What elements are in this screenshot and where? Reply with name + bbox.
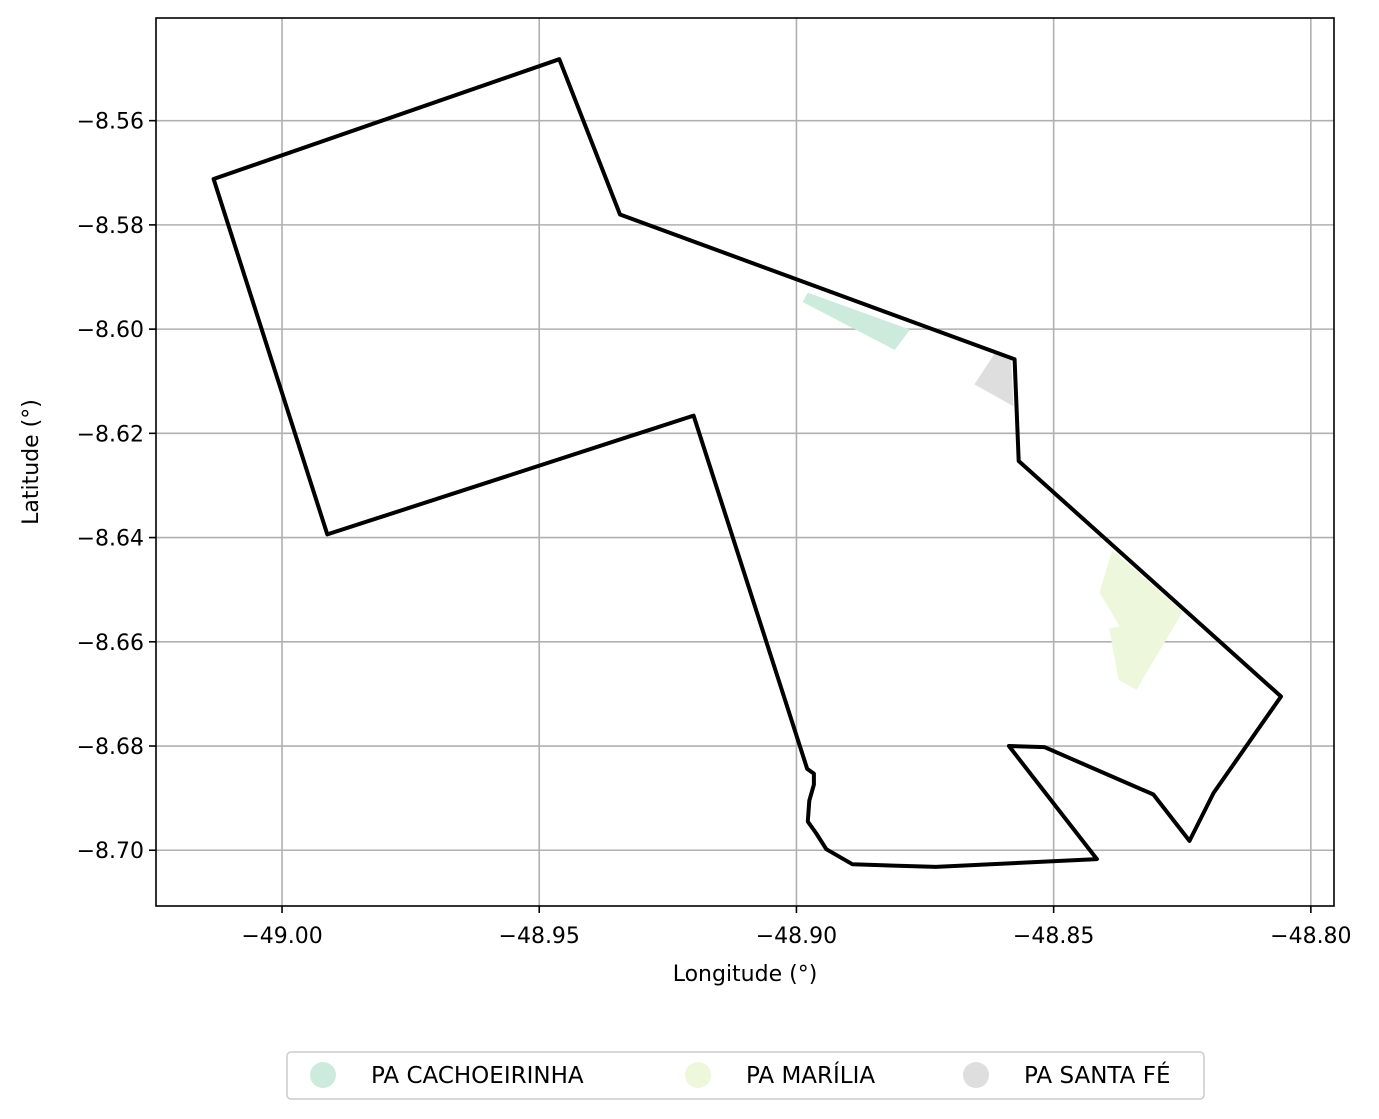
boundary-layer [211,57,1283,869]
legend: PA CACHOEIRINHA PA MARÍLIA PA SANTA FÉ [286,1051,1205,1100]
y-tick-label: −8.70 [77,839,144,864]
plot-background [156,18,1334,906]
boundary-outline [211,57,1283,869]
plot-frame [155,17,1335,907]
x-tick-label: −48.95 [499,924,580,949]
legend-label-pa-cachoeirinha: PA CACHOEIRINHA [371,1063,584,1089]
plot-area [155,17,1335,907]
region-pa-santa-fe [974,351,1014,407]
x-axis-ticks: −49.00 −48.95 −48.90 −48.85 −48.80 [241,906,1352,949]
regions-layer [802,292,1183,690]
x-tick-label: −48.85 [1013,924,1094,949]
y-tick-label: −8.60 [77,318,144,343]
legend-swatch-pa-santa-fe [963,1062,989,1088]
legend-label-pa-santa-fe: PA SANTA FÉ [1024,1061,1170,1089]
x-tick-label: −48.80 [1270,924,1351,949]
legend-swatch-pa-marilia [685,1062,711,1088]
region-pa-cachoeirinha [802,292,911,350]
y-tick-label: −8.64 [77,527,144,552]
x-tick-label: −49.00 [241,924,322,949]
y-tick-label: −8.66 [77,631,144,656]
x-tick-label: −48.90 [756,924,837,949]
y-tick-label: −8.56 [77,110,144,135]
legend-swatch-pa-cachoeirinha [310,1062,336,1088]
region-pa-marilia [1099,550,1183,690]
x-axis-title: Longitude (°) [673,962,818,987]
legend-label-pa-marilia: PA MARÍLIA [746,1061,875,1089]
y-axis-title: Latitude (°) [19,399,44,525]
y-tick-label: −8.62 [77,422,144,447]
y-axis-ticks: −8.56 −8.58 −8.60 −8.62 −8.64 −8.66 −8.68 −8.70 [77,110,156,864]
y-tick-label: −8.68 [77,735,144,760]
y-tick-label: −8.58 [77,214,144,239]
